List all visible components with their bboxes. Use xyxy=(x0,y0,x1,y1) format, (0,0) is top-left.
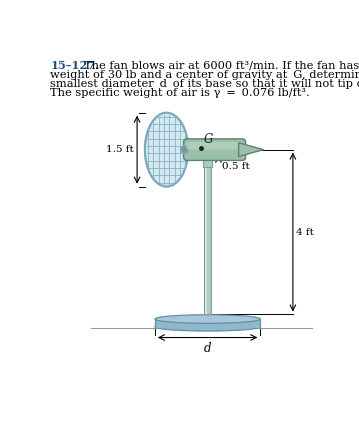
Bar xyxy=(205,165,207,315)
Polygon shape xyxy=(239,143,264,157)
Text: 0.5 ft: 0.5 ft xyxy=(222,162,249,170)
Text: The fan blows air at 6000 ft³/min. If the fan has a: The fan blows air at 6000 ft³/min. If th… xyxy=(84,61,359,70)
Ellipse shape xyxy=(155,323,260,331)
Text: 1.5 ft: 1.5 ft xyxy=(106,145,134,154)
Text: weight of 30 lb and a center of gravity at  G, determine the: weight of 30 lb and a center of gravity … xyxy=(50,69,359,80)
Text: 15–127.: 15–127. xyxy=(50,61,99,71)
Text: 4 ft: 4 ft xyxy=(296,227,314,237)
Ellipse shape xyxy=(181,146,188,154)
Text: smallest diameter  d  of its base so that it will not tip over.: smallest diameter d of its base so that … xyxy=(50,79,359,89)
Ellipse shape xyxy=(155,315,260,324)
Bar xyxy=(204,165,211,315)
Text: d: d xyxy=(204,342,211,355)
FancyBboxPatch shape xyxy=(187,142,238,150)
Text: The specific weight of air is γ  =  0.076 lb/ft³.: The specific weight of air is γ = 0.076 … xyxy=(50,88,310,98)
Text: G: G xyxy=(204,133,213,146)
Bar xyxy=(203,153,212,166)
Ellipse shape xyxy=(145,113,188,186)
FancyBboxPatch shape xyxy=(183,139,246,161)
Bar xyxy=(155,319,260,328)
